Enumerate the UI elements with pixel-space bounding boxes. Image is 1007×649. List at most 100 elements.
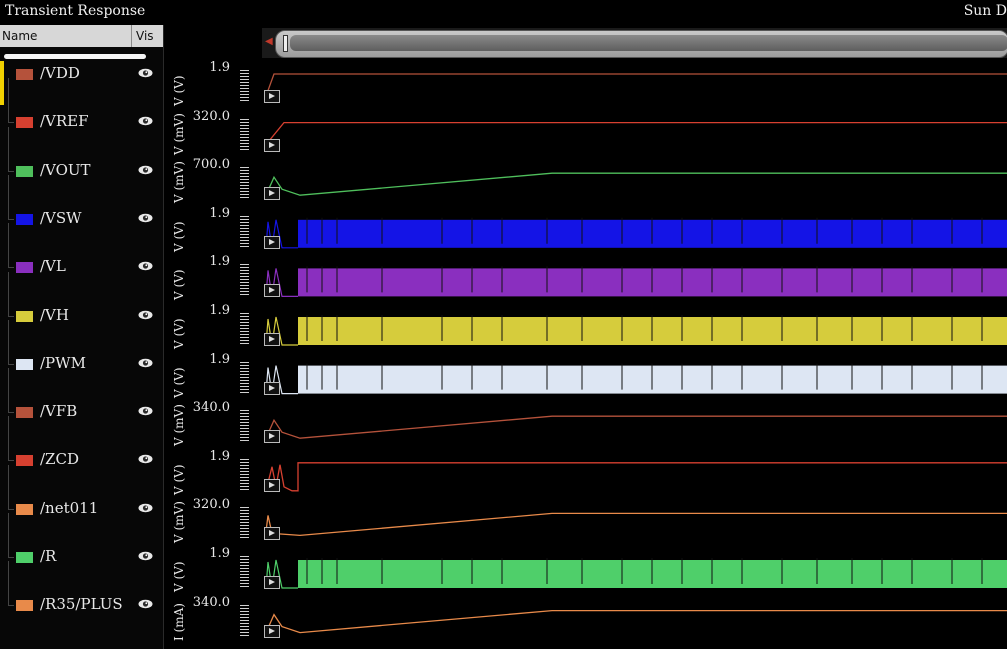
waveform-plot[interactable] <box>262 60 1007 649</box>
signal-color-swatch[interactable] <box>16 213 33 225</box>
signal-color-swatch[interactable] <box>16 552 33 563</box>
signal-name: /PWM <box>40 353 86 372</box>
vis-column-header[interactable]: Vis <box>131 25 164 47</box>
scrollbar-grip-handle[interactable] <box>283 35 288 52</box>
selection-highlight <box>4 54 146 59</box>
expand-strip-button[interactable] <box>264 576 280 589</box>
signal-name: /VFB <box>40 402 78 421</box>
signal-color-swatch[interactable] <box>16 69 33 80</box>
y-axis-unit-label: I (mA) <box>172 602 186 641</box>
signal-row-vl[interactable]: /VL <box>0 223 163 297</box>
eye-icon[interactable] <box>138 68 153 78</box>
signal-color-swatch[interactable] <box>16 407 33 419</box>
expand-strip-button[interactable] <box>264 478 280 492</box>
signal-name: /R <box>40 547 57 565</box>
signal-color-swatch[interactable] <box>16 262 33 274</box>
tree-connector <box>8 412 14 414</box>
waveform-trace <box>265 219 298 249</box>
signal-row-r35plus[interactable]: /R35/PLUS <box>0 561 163 635</box>
signal-name: /R35/PLUS <box>40 595 123 614</box>
signal-name: /ZCD <box>40 450 79 469</box>
y-axis-ticks <box>240 410 249 444</box>
tree-connector <box>8 78 9 123</box>
scroll-left-arrow-icon[interactable]: ◀ <box>265 36 273 47</box>
tree-connector <box>8 223 9 268</box>
signal-color-swatch[interactable] <box>16 310 33 322</box>
y-axis-tick-label: 1.9 <box>209 303 230 318</box>
expand-strip-button[interactable] <box>264 90 280 103</box>
expand-strip-button[interactable] <box>264 527 280 541</box>
signal-name: /VDD <box>40 64 80 82</box>
eye-icon[interactable] <box>138 551 153 561</box>
expand-strip-button[interactable] <box>264 138 280 152</box>
tree-connector <box>8 319 9 364</box>
y-axis-tick-label: 1.9 <box>209 254 230 270</box>
signal-name: /VSW <box>40 208 82 227</box>
y-axis-unit-label: V (mV) <box>172 161 186 204</box>
expand-strip-button[interactable] <box>264 333 280 346</box>
signal-color-swatch[interactable] <box>16 455 33 467</box>
signal-row-vref[interactable]: /VREF <box>0 78 163 152</box>
signal-row-vsw[interactable]: /VSW <box>0 174 163 249</box>
y-axis-unit-label: V (V) <box>172 367 186 398</box>
eye-icon[interactable] <box>138 503 153 513</box>
y-axis-tick-label: 700.0 <box>192 157 230 173</box>
y-axis-ticks <box>240 70 249 103</box>
y-axis-unit-label: V (mV) <box>172 501 186 544</box>
eye-icon[interactable] <box>138 406 153 416</box>
tree-connector <box>8 605 14 607</box>
tree-connector <box>8 460 14 462</box>
waveform-trace <box>265 462 1007 492</box>
eye-icon[interactable] <box>138 599 153 609</box>
expand-strip-button[interactable] <box>264 235 280 249</box>
y-axis-tick-label: 320.0 <box>192 497 230 513</box>
eye-icon[interactable] <box>138 454 153 464</box>
signal-color-swatch[interactable] <box>16 600 33 612</box>
eye-icon[interactable] <box>138 116 153 126</box>
scrollbar-thumb[interactable] <box>290 35 1007 51</box>
signal-name: /VL <box>40 257 66 276</box>
y-axis-ticks <box>240 215 249 249</box>
expand-strip-button[interactable] <box>264 381 280 395</box>
eye-icon[interactable] <box>138 261 153 271</box>
tree-connector <box>8 561 9 606</box>
expand-strip-button[interactable] <box>264 187 280 201</box>
signal-row-vfb[interactable]: /VFB <box>0 368 163 442</box>
waveform-trace <box>265 73 1007 102</box>
expand-strip-button[interactable] <box>264 624 280 638</box>
tree-connector <box>8 363 14 365</box>
signal-browser: Name Vis /VDD/VREF/VOUT/VSW/VL/VH/PWM/VF… <box>0 25 164 649</box>
tree-connector <box>8 508 14 510</box>
waveform-trace <box>265 512 1007 537</box>
y-axis-ticks <box>240 361 249 395</box>
signal-color-swatch[interactable] <box>16 503 33 515</box>
window-date: Sun D <box>963 3 1007 19</box>
signal-color-swatch[interactable] <box>16 358 33 370</box>
signal-row-r[interactable]: /R <box>0 513 163 587</box>
browser-header: Name Vis <box>0 25 163 47</box>
y-axis-tick-label: 320.0 <box>192 108 230 124</box>
eye-icon[interactable] <box>138 165 153 175</box>
eye-icon[interactable] <box>138 213 153 223</box>
signal-row-net011[interactable]: /net011 <box>0 464 163 539</box>
signal-row-vh[interactable]: /VH <box>0 271 163 346</box>
signal-row-vout[interactable]: /VOUT <box>0 126 163 201</box>
time-scrollbar[interactable] <box>275 30 1007 58</box>
eye-icon[interactable] <box>138 358 153 368</box>
tree-connector <box>8 416 9 461</box>
y-axis-unit-label: V (V) <box>172 221 186 252</box>
signal-row-vdd[interactable]: /VDD <box>0 56 163 104</box>
signal-color-swatch[interactable] <box>16 165 33 177</box>
tree-connector <box>8 557 14 558</box>
eye-icon[interactable] <box>138 310 153 320</box>
name-column-header[interactable]: Name <box>2 29 38 43</box>
tree-connector <box>8 122 14 124</box>
tree-connector <box>8 174 9 219</box>
signal-color-swatch[interactable] <box>16 117 33 129</box>
signal-row-zcd[interactable]: /ZCD <box>0 416 163 490</box>
expand-strip-button[interactable] <box>264 430 280 444</box>
tree-connector <box>8 315 14 317</box>
signal-name: /VOUT <box>40 160 91 179</box>
signal-row-pwm[interactable]: /PWM <box>0 319 163 394</box>
expand-strip-button[interactable] <box>264 284 280 298</box>
